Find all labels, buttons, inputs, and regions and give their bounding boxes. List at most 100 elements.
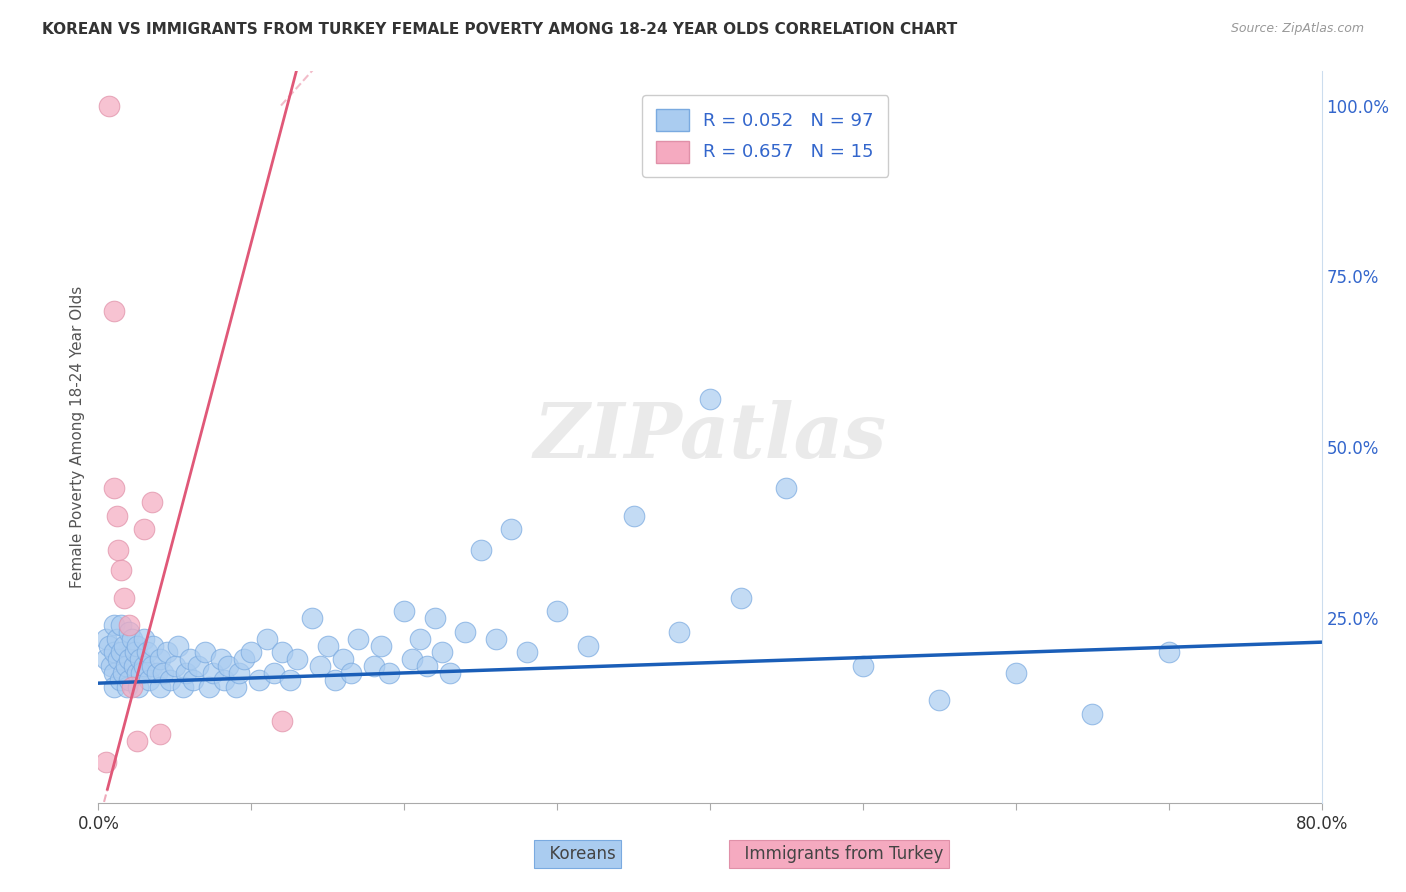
Point	[156, 645, 179, 659]
Point	[240, 645, 263, 659]
Text: KOREAN VS IMMIGRANTS FROM TURKEY FEMALE POVERTY AMONG 18-24 YEAR OLDS CORRELATIO: KOREAN VS IMMIGRANTS FROM TURKEY FEMALE …	[42, 22, 957, 37]
Point	[546, 604, 568, 618]
Point	[378, 665, 401, 680]
Point	[100, 659, 122, 673]
Point	[136, 645, 159, 659]
Point	[181, 673, 204, 687]
Point	[163, 659, 186, 673]
Point	[110, 618, 132, 632]
Point	[309, 659, 332, 673]
Point	[576, 639, 599, 653]
Point	[129, 665, 152, 680]
Point	[112, 639, 135, 653]
Point	[134, 522, 156, 536]
Point	[125, 665, 148, 680]
Point	[501, 522, 523, 536]
Point	[98, 98, 121, 112]
Text: Immigrants from Turkey: Immigrants from Turkey	[734, 845, 943, 863]
Point	[105, 508, 128, 523]
Point	[174, 665, 197, 680]
Point	[94, 652, 117, 666]
Point	[1004, 665, 1026, 680]
Point	[103, 645, 125, 659]
Point	[149, 680, 172, 694]
Point	[115, 659, 138, 673]
Point	[270, 714, 292, 728]
Point	[125, 639, 148, 653]
Point	[212, 673, 235, 687]
Point	[118, 652, 141, 666]
Point	[232, 652, 254, 666]
Point	[325, 673, 347, 687]
Point	[270, 645, 292, 659]
Point	[730, 591, 752, 605]
Point	[347, 632, 370, 646]
Legend: R = 0.052   N = 97, R = 0.657   N = 15: R = 0.052 N = 97, R = 0.657 N = 15	[643, 95, 889, 177]
Point	[134, 659, 156, 673]
Point	[1157, 645, 1180, 659]
Point	[103, 680, 125, 694]
Point	[138, 673, 160, 687]
Point	[152, 665, 174, 680]
Point	[149, 652, 172, 666]
Point	[401, 652, 423, 666]
Point	[121, 632, 143, 646]
Point	[128, 652, 150, 666]
Point	[699, 392, 721, 407]
Point	[179, 652, 201, 666]
Point	[103, 618, 125, 632]
Point	[145, 665, 167, 680]
Point	[247, 673, 270, 687]
Point	[928, 693, 950, 707]
Point	[127, 680, 149, 694]
Point	[623, 508, 645, 523]
Point	[134, 632, 156, 646]
Point	[516, 645, 538, 659]
Point	[301, 611, 323, 625]
Text: Source: ZipAtlas.com: Source: ZipAtlas.com	[1230, 22, 1364, 36]
Point	[159, 673, 181, 687]
Point	[107, 542, 129, 557]
Point	[111, 665, 134, 680]
Point	[423, 611, 446, 625]
Point	[439, 665, 461, 680]
Point	[118, 673, 141, 687]
Point	[775, 481, 797, 495]
Point	[1081, 706, 1104, 721]
Point	[416, 659, 439, 673]
Point	[122, 659, 145, 673]
Point	[194, 645, 217, 659]
Point	[392, 604, 416, 618]
Point	[112, 591, 135, 605]
Y-axis label: Female Poverty Among 18-24 Year Olds: Female Poverty Among 18-24 Year Olds	[69, 286, 84, 588]
Point	[454, 624, 477, 639]
Point	[108, 673, 131, 687]
Point	[316, 639, 339, 653]
Point	[209, 652, 232, 666]
Point	[202, 665, 225, 680]
Point	[485, 632, 508, 646]
Point	[332, 652, 354, 666]
Point	[668, 624, 690, 639]
Point	[197, 680, 219, 694]
Point	[339, 665, 361, 680]
Point	[121, 680, 143, 694]
Point	[94, 755, 117, 769]
Point	[167, 639, 190, 653]
Point	[141, 659, 163, 673]
Point	[470, 542, 492, 557]
Point	[285, 652, 308, 666]
Point	[124, 645, 146, 659]
Point	[110, 645, 132, 659]
Text: ZIPatlas: ZIPatlas	[533, 401, 887, 474]
Point	[263, 665, 285, 680]
Point	[256, 632, 278, 646]
Point	[149, 727, 172, 741]
Point	[103, 303, 125, 318]
Point	[118, 618, 141, 632]
Point	[94, 632, 117, 646]
Point	[172, 680, 194, 694]
Point	[432, 645, 454, 659]
Point	[225, 680, 247, 694]
Point	[110, 563, 132, 577]
